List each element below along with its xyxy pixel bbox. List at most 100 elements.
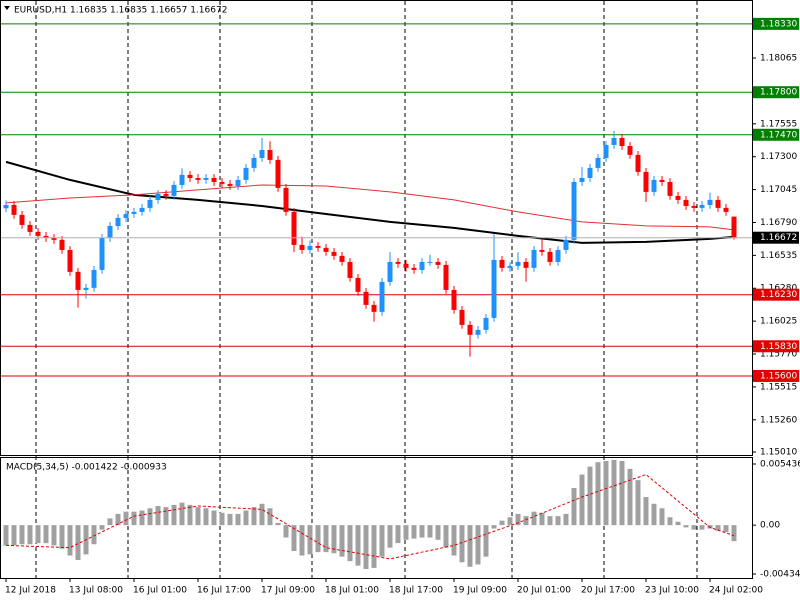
histogram-bar (275, 522, 281, 526)
candle-body (651, 179, 657, 192)
candle-body (515, 261, 521, 266)
macd-frame (0, 457, 753, 579)
level-label: 1.17470 (760, 130, 797, 140)
candle-body (155, 193, 161, 200)
candle-body (459, 309, 465, 325)
histogram-bar (259, 503, 265, 526)
candle-body (379, 281, 385, 312)
candle-body (419, 261, 425, 270)
candle-body (171, 184, 177, 196)
level-label-box (753, 340, 799, 353)
y-tick-label: 1.15770 (760, 350, 797, 360)
histogram-bar (643, 497, 649, 526)
candle-body (51, 237, 57, 240)
histogram-bar (483, 525, 489, 557)
histogram-bar (123, 511, 129, 526)
candle-body (251, 157, 257, 168)
moving-average (5, 184, 735, 231)
histogram-bar (555, 516, 561, 526)
candle-body (571, 181, 577, 240)
candle-body (243, 167, 249, 180)
candle-body (275, 159, 281, 188)
level-label-box (753, 17, 799, 30)
histogram-bar (51, 525, 57, 546)
candle-body (147, 199, 153, 208)
histogram-bar (531, 511, 537, 526)
signal-line (5, 473, 735, 560)
x-tick-label: 18 Jul 17:00 (389, 586, 443, 596)
level-label: 1.15600 (760, 371, 797, 381)
candle-body (395, 261, 401, 264)
histogram-bar (667, 517, 673, 526)
candle-body (579, 177, 585, 182)
histogram-bar (619, 461, 625, 526)
candle-body (667, 181, 673, 196)
histogram-bar (459, 525, 465, 563)
histogram-bar (475, 525, 481, 565)
histogram-bar (451, 525, 457, 556)
candle-body (115, 217, 121, 226)
candle-body (523, 261, 529, 268)
candle-body (731, 216, 737, 238)
histogram-bar (59, 525, 65, 549)
histogram-bar (731, 525, 737, 542)
candle-body (91, 269, 97, 288)
candle-body (411, 267, 417, 270)
candle-body (323, 247, 329, 252)
histogram-bar (67, 525, 73, 556)
candle-body (475, 329, 481, 335)
histogram-bar (659, 508, 665, 526)
histogram-bar (43, 525, 49, 544)
histogram-bar (355, 525, 361, 566)
candle-body (443, 264, 449, 290)
histogram-bar (227, 513, 233, 526)
histogram-bar (283, 525, 289, 538)
histogram-bar (611, 459, 617, 526)
y-tick-label: 1.17045 (760, 185, 797, 195)
histogram-bar (699, 525, 705, 530)
histogram-bar (291, 525, 297, 552)
histogram-bar (395, 525, 401, 544)
candle-body (595, 157, 601, 168)
x-tick-label: 20 Jul 17:00 (581, 586, 635, 596)
candle-body (563, 239, 569, 250)
histogram-bar (491, 525, 497, 529)
histogram-bar (99, 525, 105, 530)
y-tick-label: 1.16025 (760, 317, 797, 327)
candle-body (35, 231, 41, 236)
candle-body (27, 224, 33, 232)
candle-body (483, 317, 489, 330)
candle-body (267, 149, 273, 160)
candle-body (371, 304, 377, 312)
histogram-bar (131, 511, 137, 526)
candle-body (19, 214, 25, 225)
histogram-bar (315, 525, 321, 553)
candle-body (139, 207, 145, 212)
x-tick-label: 24 Jul 02:00 (709, 586, 763, 596)
level-label: 1.17800 (760, 88, 797, 98)
x-tick-label: 16 Jul 01:00 (133, 586, 187, 596)
candle-body (387, 261, 393, 282)
candle-body (219, 181, 225, 184)
candle-body (555, 249, 561, 262)
x-tick-label: 23 Jul 10:00 (645, 586, 699, 596)
histogram-bar (155, 506, 161, 526)
menu-arrow[interactable] (4, 6, 10, 10)
candle-body (299, 244, 305, 250)
current-price-label: 1.16672 (760, 233, 797, 243)
level-label: 1.15830 (760, 342, 797, 352)
histogram-bar (339, 525, 345, 557)
histogram-bar (347, 525, 353, 562)
candle-body (691, 205, 697, 208)
candle-body (683, 199, 689, 206)
histogram-bar (203, 508, 209, 526)
histogram-bar (107, 518, 113, 526)
indicator-title: MACD(5,34,5) -0.001422 -0.000933 (6, 463, 167, 473)
candle-body (499, 259, 505, 268)
histogram-bar (379, 525, 385, 557)
candle-body (507, 265, 513, 268)
histogram-bar (243, 510, 249, 526)
histogram-bar (3, 525, 9, 546)
